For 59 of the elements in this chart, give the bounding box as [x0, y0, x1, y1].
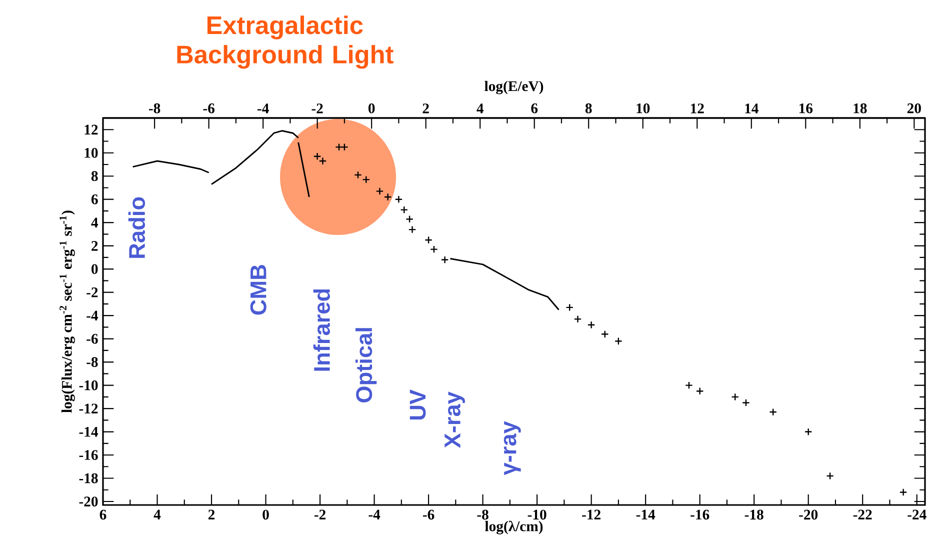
y-tick-label: -8	[86, 357, 98, 368]
x2-tick-label: -6	[203, 103, 214, 114]
x2-tick-label: -4	[258, 104, 269, 114]
y-tick-label: -20	[79, 496, 98, 506]
y-tick-label: 0	[92, 264, 98, 274]
x2-tick-label: 2	[422, 104, 429, 114]
annotation: γ-ray	[504, 421, 521, 476]
x2-tick-label: 4	[476, 104, 484, 114]
x-tick-label: 6	[100, 510, 106, 520]
x-tick-label: -22	[853, 510, 872, 520]
x2-tick-label: 6	[531, 103, 538, 114]
x-axis-title: log(λ/cm)	[485, 520, 543, 534]
x-tick-label: -16	[690, 510, 710, 520]
x2-tick-label: -8	[148, 103, 160, 114]
annotation: CMB	[250, 265, 266, 315]
annotation: Optical	[355, 328, 377, 402]
x-tick-label: -6	[422, 510, 434, 520]
x2-tick-label: 8	[585, 103, 592, 114]
x-tick-label: -14	[636, 510, 656, 520]
y-tick-label: -16	[79, 450, 98, 460]
x-tick-label: -4	[368, 510, 380, 520]
x-tick-label: -24	[908, 510, 926, 520]
x-tick-label: -18	[744, 510, 764, 520]
y-tick-label: -14	[79, 426, 98, 437]
y-tick-label: 10	[84, 148, 98, 158]
annotation: UV	[410, 390, 426, 420]
x2-tick-label: 0	[368, 103, 375, 114]
x2-tick-label: 20	[907, 103, 921, 114]
x2-tick-label: 12	[690, 104, 704, 114]
text: Extragalactic Background Light	[177, 16, 394, 69]
x-tick-label: -10	[528, 510, 546, 520]
y-tick-label: 8	[91, 171, 98, 182]
y-tick-label: -4	[86, 310, 98, 320]
x2-axis-title: log(E/eV)	[484, 80, 544, 94]
y-tick-label: 6	[91, 194, 98, 204]
x-tick-label: 2	[208, 510, 215, 520]
x2-tick-label: -2	[312, 104, 323, 114]
x2-tick-label: 18	[854, 103, 867, 114]
annotation: Infrared	[313, 289, 330, 371]
y-tick-label: 2	[92, 240, 98, 251]
y-tick-label: -12	[79, 404, 98, 414]
x2-tick-label: 14	[745, 104, 758, 114]
x-tick-label: -20	[799, 510, 818, 520]
x-tick-label: 4	[154, 510, 161, 520]
annotation: X-ray	[444, 392, 465, 448]
x-tick-label: 0	[262, 510, 269, 520]
y-tick-label: 4	[91, 218, 98, 228]
x-tick-label: -12	[582, 510, 600, 520]
y-tick-label: -6	[86, 334, 98, 344]
x-tick-label: -2	[314, 510, 326, 520]
x-tick-label: -8	[477, 510, 488, 520]
y-tick-label: 12	[84, 124, 98, 134]
y-tick-label: -10	[79, 380, 98, 390]
y-tick-label: -18	[79, 473, 98, 484]
x2-tick-label: 10	[636, 103, 650, 114]
text: log(Flux/erg cm$^{-2}$ sec$^{-1}$ erg$^{-1}$ sr$^{-1}$)	[60, 210, 75, 413]
y-tick-label: -2	[86, 287, 98, 298]
annotation: Radio	[128, 197, 146, 258]
x2-tick-label: 16	[799, 103, 813, 114]
